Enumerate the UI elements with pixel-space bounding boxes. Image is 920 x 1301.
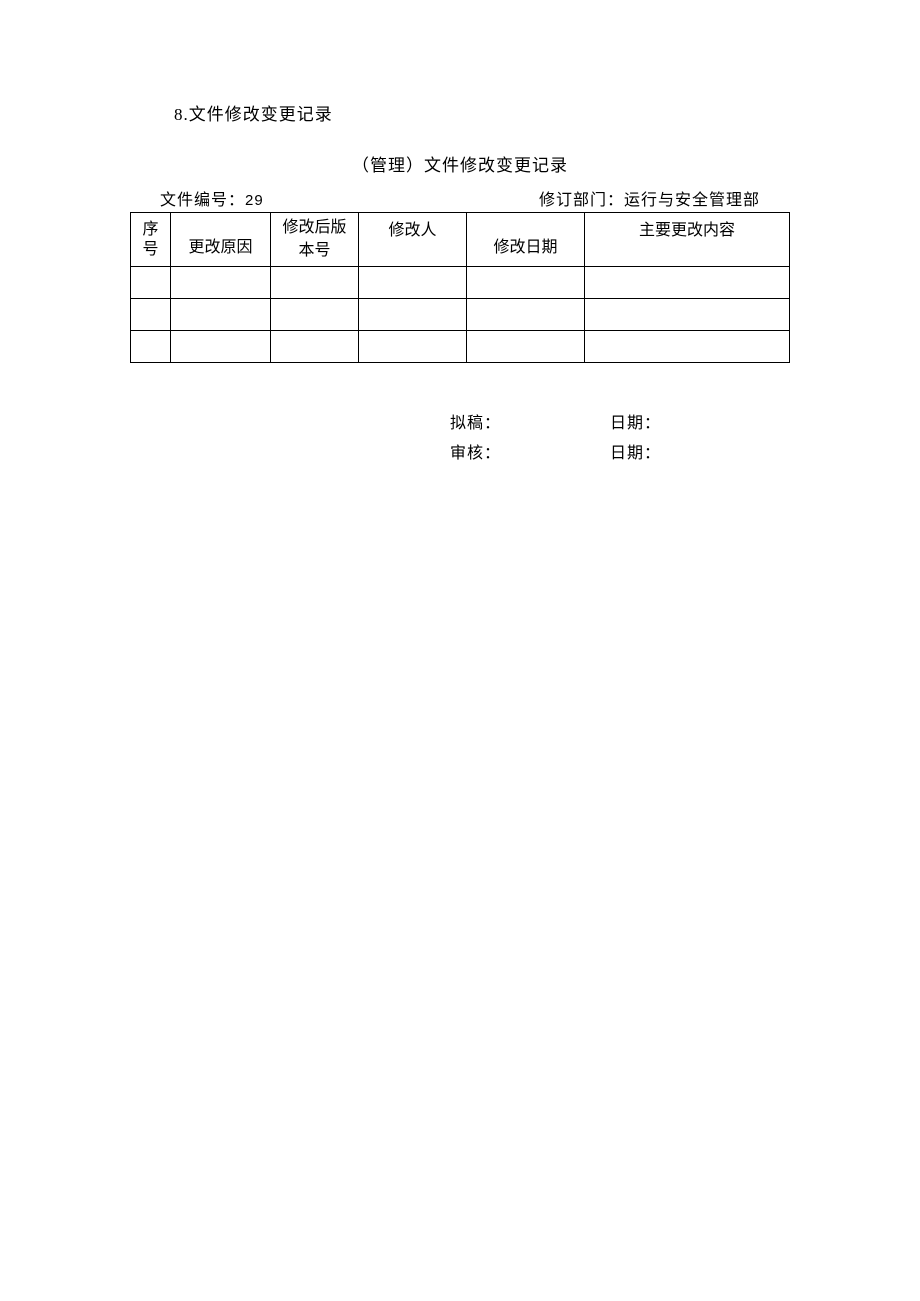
cell-seq	[131, 331, 171, 363]
header-seq: 序 号	[131, 213, 171, 267]
cell-version	[271, 299, 359, 331]
header-modifier-text: 修改人	[388, 220, 436, 242]
cell-content	[585, 299, 790, 331]
cell-reason	[171, 299, 271, 331]
header-version-line2: 本号	[298, 242, 330, 259]
dept-label: 修订部门：	[539, 192, 624, 209]
cell-reason	[171, 267, 271, 299]
header-date-text: 修改日期	[493, 237, 557, 259]
cell-content	[585, 331, 790, 363]
draft-date-label: 日期：	[610, 409, 661, 433]
doc-number-label: 文件编号：	[160, 192, 245, 209]
header-content: 主要更改内容	[585, 213, 790, 267]
header-content-text: 主要更改内容	[639, 220, 735, 242]
review-date-label: 日期：	[610, 439, 661, 463]
header-modifier: 修改人	[359, 213, 467, 267]
change-record-table: 序 号 更改原因 修改后版 本号 修改人	[130, 212, 790, 363]
cell-seq	[131, 299, 171, 331]
signature-block: 拟稿： 日期： 审核： 日期：	[130, 409, 790, 463]
header-version: 修改后版 本号	[271, 213, 359, 267]
cell-date	[467, 331, 585, 363]
cell-version	[271, 331, 359, 363]
doc-number-value: 29	[245, 192, 264, 209]
cell-version	[271, 267, 359, 299]
header-version-line1: 修改后版	[282, 219, 346, 236]
meta-doc-number: 文件编号：29	[160, 186, 264, 210]
table-row	[131, 331, 790, 363]
header-seq-line1: 序	[142, 221, 158, 238]
section-heading: 8.文件修改变更记录	[174, 100, 790, 125]
signature-row-draft: 拟稿： 日期：	[450, 409, 790, 433]
signature-row-review: 审核： 日期：	[450, 439, 790, 463]
header-date: 修改日期	[467, 213, 585, 267]
header-reason: 更改原因	[171, 213, 271, 267]
cell-modifier	[359, 299, 467, 331]
subtitle: （管理）文件修改变更记录	[130, 151, 790, 176]
cell-date	[467, 267, 585, 299]
meta-dept: 修订部门：运行与安全管理部	[539, 186, 760, 210]
cell-date	[467, 299, 585, 331]
header-reason-text: 更改原因	[188, 237, 252, 259]
draft-label: 拟稿：	[450, 409, 610, 433]
cell-content	[585, 267, 790, 299]
cell-modifier	[359, 331, 467, 363]
table-row	[131, 267, 790, 299]
meta-row: 文件编号：29 修订部门：运行与安全管理部	[130, 186, 790, 210]
cell-reason	[171, 331, 271, 363]
review-label: 审核：	[450, 439, 610, 463]
cell-seq	[131, 267, 171, 299]
table-header-row: 序 号 更改原因 修改后版 本号 修改人	[131, 213, 790, 267]
cell-modifier	[359, 267, 467, 299]
table-row	[131, 299, 790, 331]
header-seq-line2: 号	[142, 241, 158, 258]
dept-value: 运行与安全管理部	[624, 192, 760, 209]
